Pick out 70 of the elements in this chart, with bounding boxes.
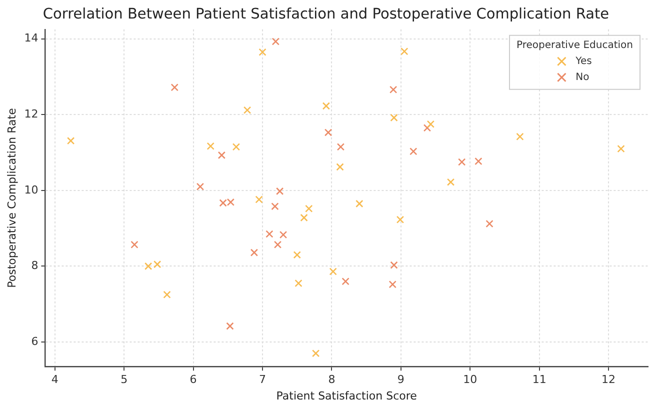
point bbox=[300, 214, 308, 222]
point bbox=[293, 251, 301, 259]
point bbox=[458, 158, 466, 166]
point bbox=[250, 248, 258, 256]
point bbox=[130, 240, 138, 248]
y-tick-label: 10 bbox=[24, 183, 38, 196]
point bbox=[255, 196, 263, 204]
point bbox=[329, 268, 337, 276]
point bbox=[276, 187, 284, 196]
point bbox=[400, 48, 408, 56]
point bbox=[163, 290, 171, 298]
point bbox=[336, 163, 344, 171]
point bbox=[312, 350, 320, 358]
point bbox=[294, 279, 302, 288]
point bbox=[305, 204, 313, 212]
legend-label: Yes bbox=[574, 56, 592, 67]
x-tick-label: 7 bbox=[259, 373, 266, 386]
point bbox=[426, 120, 435, 128]
point bbox=[474, 157, 482, 166]
point bbox=[206, 142, 214, 150]
point bbox=[617, 144, 625, 153]
point bbox=[342, 278, 350, 286]
point bbox=[66, 136, 75, 145]
point bbox=[389, 86, 398, 94]
y-tick-label: 8 bbox=[31, 259, 38, 272]
point bbox=[336, 143, 345, 151]
x-tick-label: 5 bbox=[120, 373, 128, 386]
x-tick-label: 11 bbox=[532, 373, 546, 386]
point bbox=[272, 38, 280, 46]
point bbox=[410, 148, 418, 156]
legend-title: Preoperative Education bbox=[516, 40, 634, 51]
x-tick-label: 6 bbox=[190, 373, 197, 386]
point bbox=[258, 48, 266, 56]
y-tick-label: 14 bbox=[24, 32, 38, 45]
point bbox=[271, 202, 279, 210]
point bbox=[144, 262, 152, 270]
point bbox=[218, 151, 226, 160]
x-tick-label: 4 bbox=[51, 373, 58, 386]
point bbox=[232, 143, 240, 151]
x-tick-label: 10 bbox=[463, 373, 478, 386]
point bbox=[226, 198, 235, 206]
point bbox=[388, 280, 396, 288]
legend-label: No bbox=[576, 72, 590, 83]
x-tick-label: 12 bbox=[602, 373, 616, 386]
point bbox=[324, 128, 332, 136]
y-tick-label: 6 bbox=[31, 334, 38, 348]
y-tick-label: 12 bbox=[24, 108, 38, 121]
point bbox=[274, 240, 282, 248]
x-tick-label: 9 bbox=[397, 373, 404, 386]
point bbox=[486, 220, 494, 228]
x-tick-label: 8 bbox=[328, 373, 336, 386]
x-axis-title: Patient Satisfaction Score bbox=[276, 389, 418, 402]
point bbox=[266, 230, 274, 238]
y-axis-title: Postoperative Complication Rate bbox=[5, 108, 18, 288]
point bbox=[226, 322, 234, 330]
point bbox=[390, 114, 398, 122]
point bbox=[446, 178, 455, 186]
point bbox=[356, 200, 364, 208]
chart-title: Correlation Between Patient Satisfaction and Postoperative Complication Rate bbox=[42, 6, 610, 22]
point bbox=[196, 182, 204, 190]
point bbox=[243, 106, 252, 114]
point bbox=[279, 230, 288, 239]
point bbox=[516, 132, 524, 140]
point bbox=[322, 102, 330, 110]
point bbox=[170, 84, 178, 92]
point bbox=[390, 261, 398, 269]
point bbox=[423, 124, 432, 132]
point bbox=[396, 216, 404, 224]
point bbox=[219, 199, 227, 207]
point bbox=[153, 260, 162, 268]
